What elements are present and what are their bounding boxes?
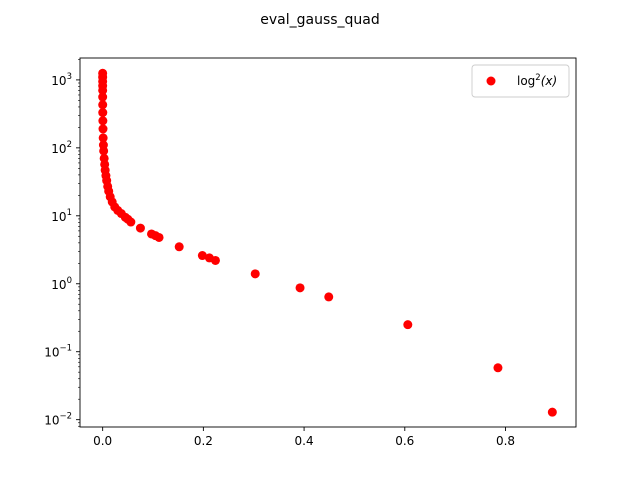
legend-label: log2(x)	[517, 73, 557, 88]
chart-title: eval_gauss_quad	[260, 12, 380, 28]
data-point	[197, 251, 207, 261]
y-tick-label: 101	[51, 208, 72, 224]
y-tick-label: 10−2	[44, 412, 72, 428]
data-point	[98, 133, 108, 143]
data-point	[324, 292, 334, 302]
data-point	[547, 407, 557, 417]
data-point	[126, 217, 136, 227]
y-tick-label: 100	[51, 276, 72, 292]
x-tick-label: 0.8	[496, 434, 515, 448]
data-point	[174, 242, 184, 252]
data-point	[154, 232, 164, 242]
x-tick-label: 0.4	[295, 434, 314, 448]
data-point	[250, 269, 260, 279]
y-axis: 10−2 10−1 100 101 102 103	[44, 59, 80, 428]
data-point	[99, 146, 109, 156]
data-points	[98, 68, 557, 417]
y-tick-label: 103	[51, 72, 72, 88]
data-point	[98, 85, 108, 95]
x-tick-label: 0.6	[395, 434, 414, 448]
y-tick-label: 102	[51, 140, 72, 156]
data-point	[98, 124, 108, 134]
data-point	[98, 100, 108, 110]
legend-marker	[486, 76, 496, 86]
x-tick-label: 0.2	[194, 434, 213, 448]
y-tick-label: 10−1	[44, 344, 72, 360]
data-point	[98, 108, 108, 118]
x-tick-label: 0.0	[93, 434, 112, 448]
legend: log2(x)	[471, 64, 570, 98]
legend-box	[471, 64, 570, 98]
data-point	[403, 320, 413, 330]
data-point	[98, 116, 108, 126]
data-point	[295, 283, 305, 293]
data-point	[98, 92, 108, 102]
x-axis: 0.0 0.2 0.4 0.6 0.8	[93, 427, 515, 448]
data-point	[493, 363, 503, 373]
data-point	[135, 223, 145, 233]
plot-frame	[79, 57, 577, 428]
data-point	[210, 255, 220, 265]
